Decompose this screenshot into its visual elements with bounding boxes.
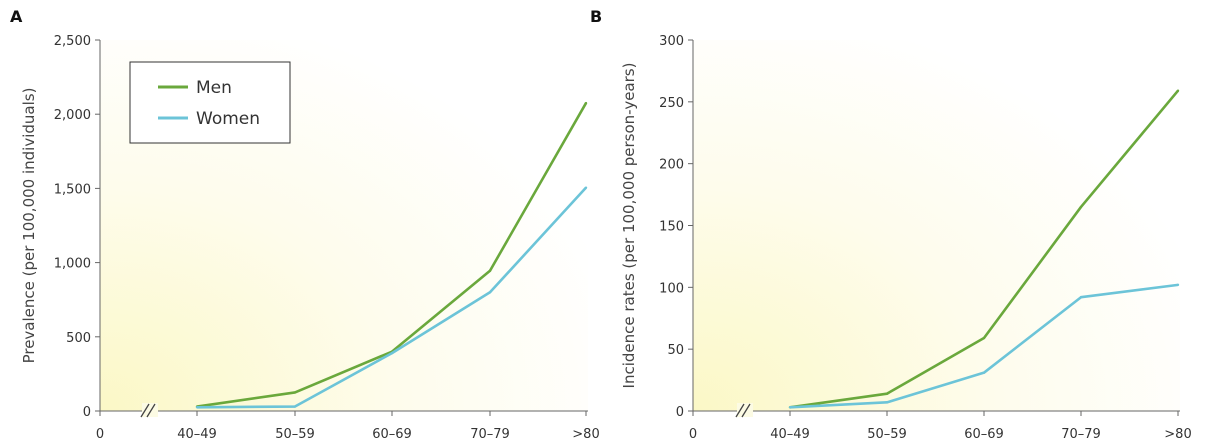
data-point-men: [982, 336, 986, 340]
data-point-men: [584, 101, 588, 105]
data-point-women: [1079, 296, 1083, 299]
x-tick-label: 60–69: [964, 427, 1004, 442]
y-tick-label: 0: [83, 405, 91, 420]
y-tick-label: 100: [659, 281, 684, 296]
data-point-women: [885, 401, 889, 404]
data-point-women: [195, 406, 199, 409]
data-point-men: [885, 392, 889, 395]
axis-break-icon: [140, 403, 158, 418]
y-axis-label: Prevalence (per 100,000 individuals): [20, 88, 38, 364]
panel-a-chart: A Prevalence (per 100,000 individuals) 0 50…: [10, 7, 600, 442]
data-point-men: [488, 269, 492, 272]
plot-background: [693, 40, 1180, 411]
x-tick-label: 40–49: [770, 427, 810, 442]
y-axis-label: Incidence rates (per 100,000 person-year…: [620, 63, 638, 389]
data-point-women: [584, 186, 588, 189]
panel-b-chart: B Incidence rates (per 100,000 person-yea…: [590, 7, 1192, 442]
y-tick-label: 2,000: [54, 108, 91, 123]
data-point-men: [1176, 89, 1180, 92]
x-tick-label: >80: [572, 427, 599, 442]
y-tick-label: 150: [659, 220, 684, 235]
y-tick-label: 2,500: [54, 34, 91, 49]
x-tick-label-zero: 0: [689, 427, 697, 442]
x-tick-label: >80: [1164, 427, 1191, 442]
y-tick-label: 500: [66, 331, 91, 346]
y-tick-label: 200: [659, 158, 684, 173]
x-tick-label: 50–59: [867, 427, 907, 442]
x-tick-label: 70–79: [1061, 427, 1101, 442]
y-tick-label: 250: [659, 96, 684, 111]
panel-b-letter: B: [590, 7, 602, 26]
data-point-men: [1079, 205, 1083, 209]
data-point-women: [488, 291, 492, 294]
x-tick-label: 70–79: [470, 427, 510, 442]
legend-box: [129, 61, 291, 144]
axis-break-icon: [735, 403, 753, 418]
legend-label-women: Women: [196, 109, 260, 129]
panel-a-letter: A: [10, 7, 23, 26]
data-point-women: [390, 351, 394, 355]
data-point-women: [293, 405, 297, 408]
data-point-women: [982, 371, 986, 374]
data-point-women: [1176, 283, 1180, 287]
x-tick-label-zero: 0: [96, 427, 104, 442]
data-point-women: [788, 406, 792, 409]
y-tick-label: 1,500: [54, 182, 91, 197]
x-tick-label: 40–49: [177, 427, 217, 442]
x-tick-label: 60–69: [372, 427, 412, 442]
legend-label-men: Men: [196, 78, 232, 98]
x-tick-label: 50–59: [275, 427, 315, 442]
data-point-men: [293, 391, 297, 394]
y-tick-label: 50: [667, 343, 684, 358]
y-tick-label: 300: [659, 34, 684, 49]
legend: Men Women: [129, 61, 291, 144]
y-tick-label: 1,000: [54, 257, 91, 272]
y-tick-label: 0: [676, 405, 684, 420]
